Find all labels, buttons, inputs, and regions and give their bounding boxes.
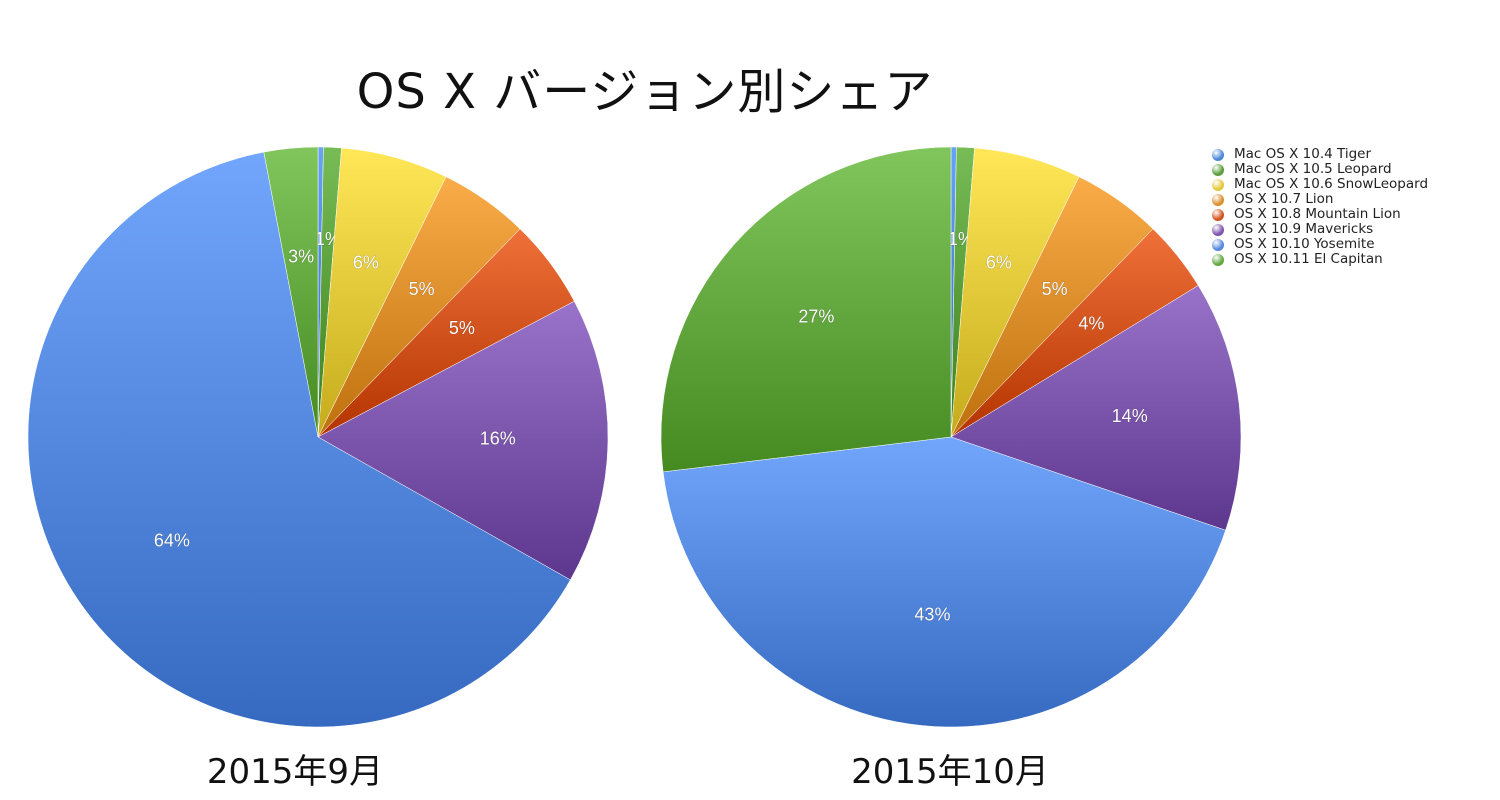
legend-item: OS X 10.8 Mountain Lion <box>1212 207 1428 222</box>
slice-data-label: 3% <box>288 247 314 267</box>
pie-chart-2015-09: 1%6%5%5%16%64%3% <box>27 146 609 728</box>
legend-label: OS X 10.7 Lion <box>1234 191 1334 207</box>
slice-data-label: 6% <box>353 252 379 272</box>
legend-swatch <box>1212 193 1224 206</box>
chart-title: OS X バージョン別シェア <box>356 64 934 120</box>
legend-item: OS X 10.9 Mavericks <box>1212 222 1428 237</box>
pie-chart-2015-10: 1%6%5%4%14%43%27% <box>660 146 1242 728</box>
legend-label: OS X 10.10 Yosemite <box>1234 236 1375 252</box>
slice-data-label: 4% <box>1078 313 1104 333</box>
legend: Mac OS X 10.4 Tiger Mac OS X 10.5 Leopard… <box>1212 147 1428 267</box>
pie-slice <box>263 146 319 438</box>
legend-swatch <box>1212 178 1224 191</box>
legend-item: Mac OS X 10.4 Tiger <box>1212 147 1428 162</box>
legend-swatch <box>1212 148 1224 161</box>
legend-label: Mac OS X 10.4 Tiger <box>1234 146 1372 162</box>
legend-label: OS X 10.8 Mountain Lion <box>1234 206 1401 222</box>
slice-data-label: 27% <box>798 307 834 327</box>
legend-swatch <box>1212 238 1224 251</box>
slice-data-label: 5% <box>1042 279 1068 299</box>
legend-swatch <box>1212 163 1224 176</box>
pie-slice <box>660 146 952 473</box>
slice-data-label: 14% <box>1112 406 1148 426</box>
pie-slice <box>662 436 1226 728</box>
legend-item: OS X 10.10 Yosemite <box>1212 237 1428 252</box>
legend-item: OS X 10.7 Lion <box>1212 192 1428 207</box>
legend-swatch <box>1212 208 1224 221</box>
pie-caption-2015-10: 2015年10月 <box>851 752 1049 792</box>
slice-data-label: 5% <box>409 279 435 299</box>
pie-slice <box>950 285 1242 531</box>
pie-slice <box>317 300 609 581</box>
slice-data-label: 16% <box>480 428 516 448</box>
slice-data-label: 5% <box>449 318 475 338</box>
slice-data-label: 6% <box>986 252 1012 272</box>
slice-data-label: 64% <box>154 530 190 550</box>
legend-swatch <box>1212 223 1224 236</box>
legend-label: OS X 10.11 El Capitan <box>1234 251 1383 267</box>
legend-item: Mac OS X 10.5 Leopard <box>1212 162 1428 177</box>
legend-label: Mac OS X 10.6 SnowLeopard <box>1234 176 1429 192</box>
legend-swatch <box>1212 253 1224 266</box>
legend-item: Mac OS X 10.6 SnowLeopard <box>1212 177 1428 192</box>
legend-label: OS X 10.9 Mavericks <box>1234 221 1374 237</box>
pie-caption-2015-09: 2015年9月 <box>206 752 384 792</box>
legend-item: OS X 10.11 El Capitan <box>1212 252 1428 267</box>
slice-data-label: 43% <box>914 605 950 625</box>
legend-label: Mac OS X 10.5 Leopard <box>1234 161 1392 177</box>
pie-slice <box>27 151 571 728</box>
